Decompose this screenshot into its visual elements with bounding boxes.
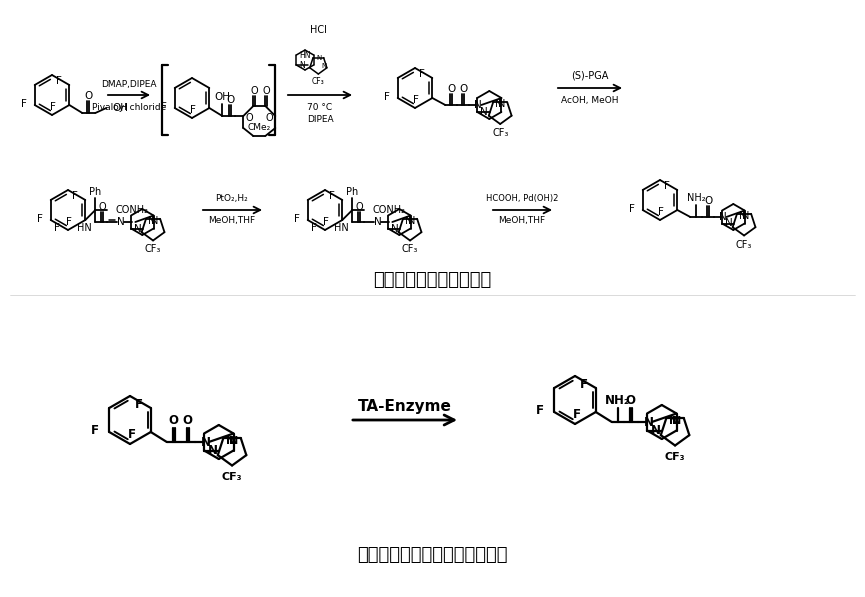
- Text: O: O: [246, 113, 253, 123]
- Text: F: F: [658, 207, 664, 217]
- Text: F: F: [190, 105, 196, 115]
- Text: O: O: [447, 84, 456, 94]
- Text: O: O: [226, 95, 234, 105]
- Text: N: N: [228, 436, 238, 447]
- Text: MeOH,THF: MeOH,THF: [498, 217, 546, 226]
- Text: PtO₂,H₂: PtO₂,H₂: [215, 195, 248, 204]
- Text: N: N: [498, 99, 505, 109]
- Text: HCl: HCl: [310, 25, 326, 35]
- Text: TA-Enzyme: TA-Enzyme: [358, 399, 452, 414]
- Text: N: N: [118, 217, 125, 227]
- Text: HCOOH, Pd(OH)2: HCOOH, Pd(OH)2: [486, 193, 558, 202]
- Text: Ph: Ph: [346, 187, 358, 197]
- Text: AcOH, MeOH: AcOH, MeOH: [561, 97, 618, 106]
- Text: O: O: [183, 414, 193, 427]
- Text: N: N: [208, 444, 218, 457]
- Text: 生物酶催化法合成西他列汀示例: 生物酶催化法合成西他列汀示例: [356, 546, 507, 564]
- Text: O: O: [356, 202, 363, 212]
- Text: O: O: [459, 84, 467, 94]
- Text: F: F: [664, 181, 670, 191]
- Text: O: O: [266, 113, 273, 123]
- Text: Ph: Ph: [89, 187, 101, 197]
- Text: F: F: [311, 223, 317, 233]
- Text: N: N: [739, 211, 746, 221]
- Text: N: N: [391, 223, 399, 233]
- Text: N: N: [651, 424, 661, 437]
- Text: N: N: [405, 216, 413, 226]
- Text: F: F: [72, 191, 78, 201]
- Text: N: N: [375, 217, 382, 227]
- Text: N: N: [720, 212, 727, 222]
- Text: F: F: [37, 214, 42, 224]
- Text: N: N: [407, 216, 415, 226]
- Text: F: F: [573, 408, 581, 420]
- Text: (S)-PGA: (S)-PGA: [571, 71, 609, 81]
- Text: F: F: [329, 191, 335, 201]
- Text: N: N: [474, 100, 482, 110]
- Text: F: F: [161, 102, 167, 112]
- Text: F: F: [323, 217, 329, 227]
- Text: F: F: [580, 377, 588, 390]
- Text: CF₃: CF₃: [312, 78, 324, 87]
- Text: CMe₂: CMe₂: [247, 124, 271, 133]
- Text: N: N: [670, 416, 678, 426]
- Text: 化学法合成西他列汀示例: 化学法合成西他列汀示例: [373, 271, 491, 289]
- Text: N: N: [321, 63, 326, 69]
- Text: F: F: [50, 102, 56, 112]
- Text: N: N: [725, 219, 733, 229]
- Text: CF₃: CF₃: [736, 239, 753, 250]
- Text: OH: OH: [215, 92, 230, 102]
- Text: N: N: [316, 55, 321, 61]
- Text: DMAP,DIPEA: DMAP,DIPEA: [101, 79, 157, 88]
- Text: F: F: [91, 424, 99, 438]
- Text: N: N: [671, 416, 681, 426]
- Text: O: O: [704, 196, 713, 206]
- Text: F: F: [135, 398, 143, 411]
- Text: Pivaloyl chloride: Pivaloyl chloride: [92, 103, 166, 112]
- Text: F: F: [294, 214, 299, 224]
- Text: CF₃: CF₃: [665, 451, 685, 461]
- Text: O: O: [251, 86, 258, 96]
- Text: O: O: [84, 91, 93, 101]
- Text: F: F: [128, 427, 136, 441]
- Text: HN: HN: [299, 51, 311, 60]
- Text: F: F: [419, 69, 425, 79]
- Text: CF₃: CF₃: [402, 245, 419, 254]
- Text: HN: HN: [334, 223, 349, 233]
- Text: CONH₂: CONH₂: [115, 205, 148, 215]
- Text: F: F: [536, 405, 544, 417]
- Text: N: N: [201, 435, 211, 448]
- Text: F: F: [384, 92, 389, 102]
- Text: CF₃: CF₃: [492, 128, 509, 138]
- Text: CF₃: CF₃: [221, 472, 242, 482]
- Text: F: F: [54, 223, 60, 233]
- Text: 70 °C: 70 °C: [307, 103, 332, 112]
- Text: CONH₂: CONH₂: [372, 205, 406, 215]
- Text: N: N: [495, 99, 503, 109]
- Text: NH₂: NH₂: [687, 193, 706, 203]
- Text: N: N: [742, 211, 749, 221]
- Text: NH₂: NH₂: [606, 393, 631, 407]
- Text: F: F: [21, 99, 27, 109]
- Text: F: F: [413, 95, 419, 105]
- Text: MeOH,THF: MeOH,THF: [208, 217, 255, 226]
- Text: F: F: [629, 204, 635, 214]
- Text: DIPEA: DIPEA: [307, 115, 333, 124]
- Text: N: N: [148, 216, 156, 226]
- Text: OH: OH: [112, 103, 128, 113]
- Text: HN: HN: [77, 223, 92, 233]
- Text: N: N: [299, 60, 305, 69]
- Text: N: N: [151, 216, 158, 226]
- Text: CF₃: CF₃: [144, 245, 161, 254]
- Text: N: N: [644, 416, 654, 429]
- Text: N: N: [134, 223, 142, 233]
- Text: N: N: [227, 436, 235, 447]
- Text: O: O: [262, 86, 270, 96]
- Text: O: O: [99, 202, 106, 212]
- Text: O: O: [625, 395, 636, 408]
- Text: F: F: [66, 217, 72, 227]
- Text: N: N: [480, 107, 488, 117]
- Text: F: F: [56, 76, 62, 86]
- Text: O: O: [169, 414, 179, 427]
